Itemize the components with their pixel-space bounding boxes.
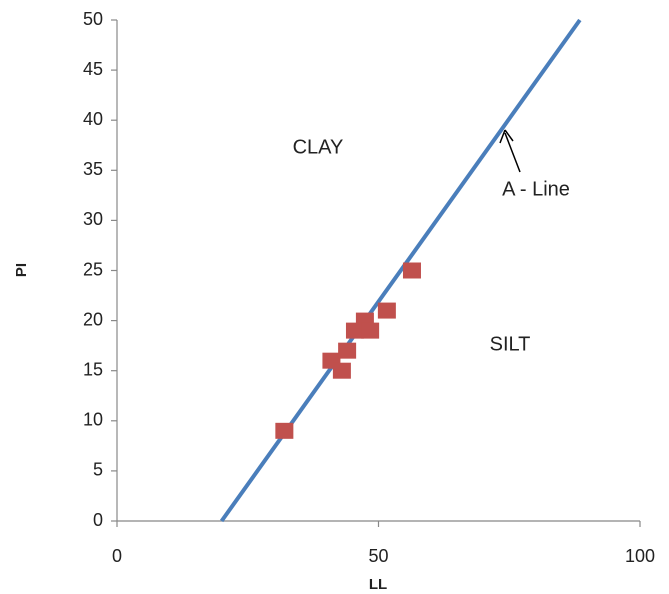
y-tick-label: 45 [83,59,103,79]
y-tick-label: 15 [83,359,103,379]
y-tick-label: 30 [83,209,103,229]
y-axis-title: PI [13,263,30,277]
data-point [402,262,421,279]
annotation-arrowhead [499,129,514,144]
data-point [361,322,380,339]
annotation: SILT [490,333,531,355]
y-tick-label: 0 [93,510,103,530]
y-tick-label: 50 [83,9,103,29]
data-point [275,422,294,439]
y-tick-label: 10 [83,410,103,430]
annotation: CLAY [293,136,344,158]
x-axis-title: LL [369,576,387,593]
x-tick-label: 100 [625,546,655,566]
y-tick-label: 35 [83,159,103,179]
x-tick-label: 50 [368,546,388,566]
data-point [377,302,396,319]
y-tick-label: 5 [93,460,103,480]
data-point [332,362,351,379]
a-line [219,18,582,523]
y-tick-label: 40 [83,109,103,129]
annotation-arrow [504,132,521,173]
x-tick-label: 0 [112,546,122,566]
line-label: A - Line [502,178,570,200]
y-tick-label: 20 [83,309,103,329]
y-tick-label: 25 [83,259,103,279]
data-point [338,342,357,359]
